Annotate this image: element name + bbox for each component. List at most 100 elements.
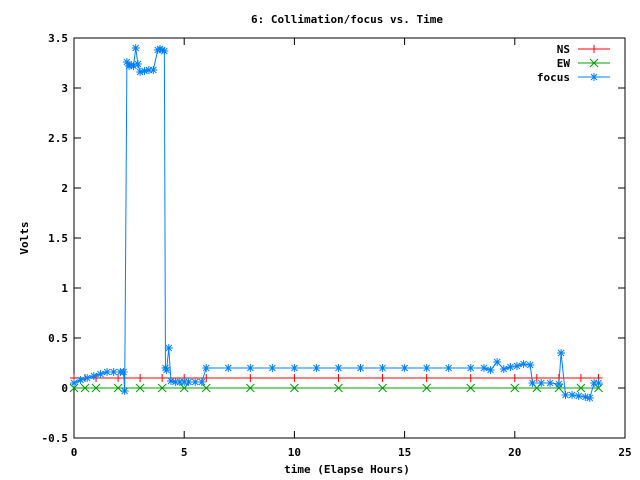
- legend-marker-focus: [590, 73, 598, 81]
- data-point-focus: [466, 364, 475, 372]
- y-tick-label: 1.5: [48, 232, 68, 245]
- data-point-NS: [576, 374, 585, 382]
- data-point-EW: [135, 383, 145, 393]
- legend-label-EW: EW: [557, 57, 571, 70]
- data-point-NS: [136, 374, 145, 382]
- y-tick-label: 3: [61, 82, 68, 95]
- data-point-NS: [466, 374, 475, 382]
- data-point-focus: [76, 376, 85, 384]
- series-line-focus: [73, 47, 599, 399]
- y-axis: -0.5 0 0.5 1 1.5 2 2.5 3 3.5: [42, 32, 625, 445]
- data-point-focus: [120, 387, 129, 395]
- x-tick-label: 15: [398, 446, 411, 459]
- data-point-EW: [510, 383, 520, 393]
- data-point-focus: [594, 379, 603, 387]
- data-point-focus: [334, 364, 343, 372]
- data-point-focus: [158, 46, 167, 54]
- data-point-focus: [109, 368, 118, 376]
- data-point-focus: [164, 344, 173, 352]
- data-point-focus: [166, 377, 175, 385]
- data-point-focus: [224, 364, 233, 372]
- series-focus: [70, 44, 603, 402]
- data-point-focus: [191, 378, 200, 386]
- x-axis-label: time (Elapse Hours): [284, 463, 410, 476]
- data-point-focus: [290, 364, 299, 372]
- data-point-EW: [334, 383, 343, 393]
- legend-marker-EW: [589, 58, 599, 68]
- data-point-focus: [129, 62, 138, 70]
- y-tick-label: 0: [61, 382, 68, 395]
- x-tick-label: 10: [288, 446, 301, 459]
- series-layer: [69, 44, 603, 402]
- x-tick-label: 25: [618, 446, 631, 459]
- data-point-focus: [519, 360, 528, 368]
- data-point-focus: [89, 372, 98, 380]
- data-point-focus: [153, 46, 162, 54]
- data-point-focus: [493, 358, 502, 366]
- data-point-focus: [400, 364, 409, 372]
- data-point-focus: [312, 364, 321, 372]
- data-point-focus: [585, 394, 594, 402]
- data-point-focus: [526, 361, 535, 369]
- data-point-focus: [162, 366, 171, 374]
- data-point-EW: [466, 383, 476, 393]
- series-EW: [69, 383, 603, 393]
- data-point-focus: [171, 378, 180, 386]
- data-point-focus: [378, 364, 387, 372]
- data-point-focus: [96, 370, 105, 378]
- data-point-focus: [160, 47, 169, 55]
- data-point-NS: [510, 374, 519, 382]
- data-point-focus: [125, 62, 134, 70]
- data-point-focus: [422, 364, 431, 372]
- y-tick-label: 1: [61, 282, 68, 295]
- data-point-focus: [506, 363, 515, 371]
- data-point-focus: [155, 45, 164, 53]
- y-tick-label: 3.5: [48, 32, 68, 45]
- data-point-NS: [158, 374, 167, 382]
- y-tick-label: 2.5: [48, 132, 68, 145]
- y-axis-label: Volts: [18, 221, 31, 254]
- data-point-NS: [422, 374, 431, 382]
- data-point-focus: [122, 58, 131, 66]
- data-point-NS: [378, 374, 387, 382]
- data-point-focus: [513, 362, 522, 370]
- data-point-focus: [119, 368, 128, 376]
- data-point-NS: [290, 374, 299, 382]
- legend-marker-NS: [590, 45, 598, 53]
- data-point-focus: [546, 379, 555, 387]
- data-point-focus: [554, 380, 563, 388]
- data-point-focus: [581, 393, 590, 401]
- data-point-focus: [184, 378, 193, 386]
- data-point-focus: [103, 368, 112, 376]
- legend-label-NS: NS: [557, 43, 570, 56]
- legend-label-focus: focus: [537, 71, 570, 84]
- data-point-EW: [290, 383, 299, 393]
- x-tick-label: 0: [71, 446, 78, 459]
- data-point-focus: [140, 67, 149, 75]
- data-point-EW: [576, 383, 586, 393]
- x-tick-label: 20: [508, 446, 521, 459]
- data-point-focus: [136, 68, 145, 76]
- data-point-focus: [149, 66, 158, 74]
- data-point-focus: [356, 364, 365, 372]
- data-point-focus: [175, 378, 184, 386]
- data-point-focus: [127, 61, 136, 69]
- data-point-focus: [557, 349, 566, 357]
- data-point-focus: [574, 392, 583, 400]
- x-axis: 0 5 10 15 20 25: [71, 38, 632, 459]
- data-point-focus: [537, 379, 546, 387]
- data-point-focus: [70, 379, 78, 387]
- x-tick-label: 5: [181, 446, 188, 459]
- data-point-focus: [479, 364, 488, 372]
- chart-title: 6: Collimation/focus vs. Time: [251, 13, 443, 26]
- data-point-focus: [144, 66, 153, 74]
- y-tick-label: -0.5: [42, 432, 69, 445]
- data-point-focus: [444, 364, 453, 372]
- data-point-focus: [83, 374, 92, 382]
- y-tick-label: 2: [61, 182, 68, 195]
- data-point-focus: [197, 378, 206, 386]
- data-point-NS: [114, 374, 123, 382]
- data-point-focus: [499, 365, 508, 373]
